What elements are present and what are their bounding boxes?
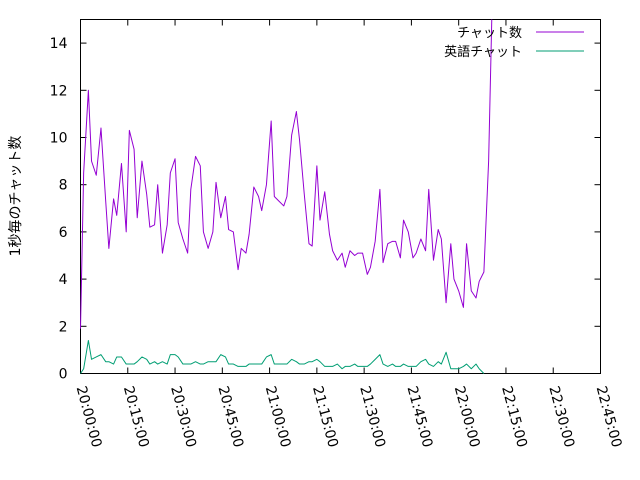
- legend-label-2: 英語チャット: [444, 44, 522, 60]
- series-layer: [80, 19, 493, 374]
- legend-label-1: チャット数: [457, 26, 522, 41]
- x-tick-label: 20:15:00: [120, 384, 152, 449]
- y-tick-label: 2: [59, 319, 68, 335]
- series-line-1: [80, 19, 493, 329]
- y-axis: 0 2 4 6 8 10 12 14: [50, 36, 601, 383]
- series-line-2: [80, 339, 485, 374]
- x-tick-label: 20:30:00: [167, 384, 199, 449]
- y-tick-label: 8: [59, 178, 68, 194]
- x-tick-label: 21:00:00: [262, 384, 294, 449]
- x-tick-label: 20:00:00: [73, 384, 105, 449]
- y-tick-label: 6: [59, 225, 68, 241]
- y-tick-label: 12: [50, 83, 68, 99]
- y-axis-title: 1秒毎のチャット数: [8, 136, 24, 257]
- x-tick-label: 21:30:00: [356, 384, 388, 449]
- x-tick-label: 21:45:00: [404, 384, 436, 449]
- plot-border: [80, 19, 601, 374]
- x-tick-label: 22:15:00: [498, 384, 530, 449]
- x-tick-label: 20:45:00: [214, 384, 246, 449]
- y-tick-label: 10: [50, 131, 68, 147]
- x-axis: 20:00:00 20:15:00 20:30:00 20:45:00 21:00:00…: [73, 19, 625, 449]
- x-tick-label: 21:15:00: [309, 384, 341, 449]
- x-tick-label: 22:30:00: [545, 384, 577, 449]
- x-tick-label: 22:45:00: [593, 384, 625, 449]
- y-tick-label: 0: [59, 367, 68, 383]
- y-tick-label: 14: [50, 36, 68, 52]
- x-tick-label: 22:00:00: [451, 384, 483, 449]
- y-tick-label: 4: [59, 272, 68, 288]
